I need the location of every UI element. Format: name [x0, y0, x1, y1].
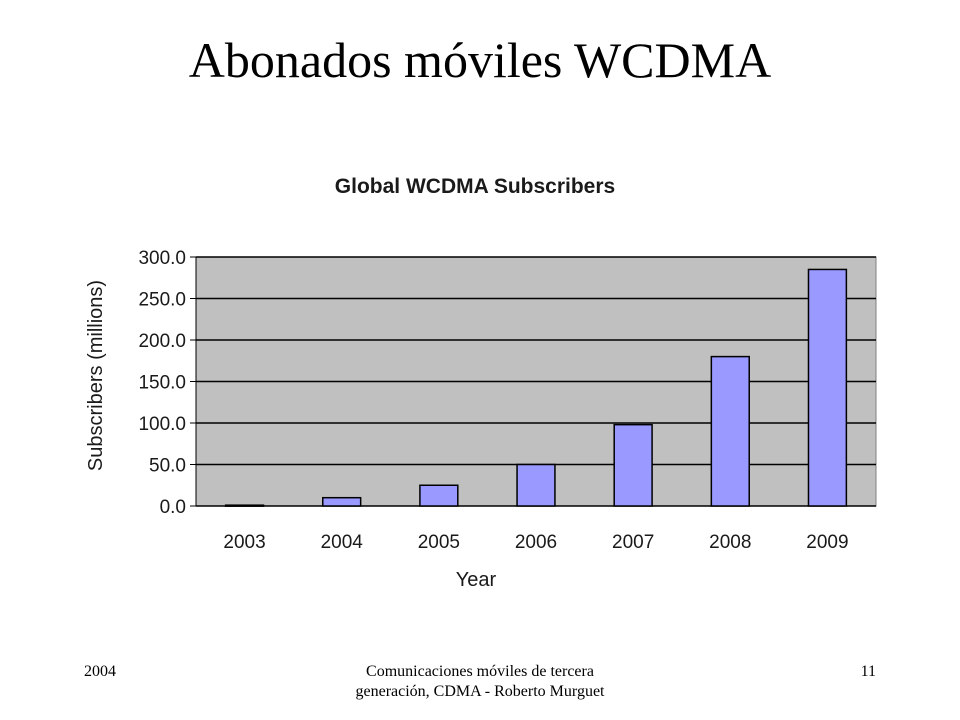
- chart-title: Global WCDMA Subscribers: [335, 175, 615, 198]
- y-tick-label: 200.0: [138, 331, 186, 352]
- y-tick-label: 150.0: [138, 373, 186, 394]
- slide-title: Abonados móviles WCDMA: [188, 32, 772, 88]
- x-tick-label: 2007: [612, 532, 654, 553]
- y-tick-label: 50.0: [149, 456, 186, 477]
- x-tick-label: 2003: [223, 532, 265, 553]
- chart: Global WCDMA Subscribers 0.0 50.0 100.0 150…: [70, 160, 900, 600]
- footer-year: 2004: [84, 663, 116, 680]
- bars: [224, 268, 848, 507]
- bar-2003: [224, 504, 265, 507]
- y-tick-label: 0.0: [160, 497, 186, 518]
- y-tick-label: 100.0: [138, 414, 186, 435]
- y-axis-label: Subscribers (millions): [85, 280, 107, 471]
- x-tick-label: 2004: [321, 532, 364, 553]
- bar-2008: [710, 355, 750, 507]
- bar-2006: [516, 463, 556, 507]
- x-tick-label: 2009: [806, 532, 848, 553]
- bar-2009: [807, 268, 848, 507]
- x-tick-label: 2008: [709, 532, 751, 553]
- page-number: 11: [860, 663, 876, 680]
- y-axis-ticks: 0.0 50.0 100.0 150.0 200.0 250.0 300.0: [138, 248, 196, 518]
- bar-2007: [613, 423, 653, 507]
- x-tick-label: 2005: [418, 532, 460, 553]
- bar-2005: [419, 484, 459, 507]
- x-tick-label: 2006: [515, 532, 557, 553]
- chart-canvas: Global WCDMA Subscribers 0.0 50.0 100.0 150…: [85, 175, 877, 591]
- y-tick-label: 300.0: [138, 248, 186, 269]
- x-axis-label: Year: [456, 569, 497, 591]
- y-tick-label: 250.0: [138, 290, 186, 311]
- gridlines: [195, 256, 876, 507]
- footer-course: Comunicaciones móviles de tercera genera…: [355, 663, 605, 700]
- bar-2004: [322, 496, 362, 507]
- x-axis-ticks: 2003 2004 2005 2006 2007 2008 2009: [223, 532, 848, 553]
